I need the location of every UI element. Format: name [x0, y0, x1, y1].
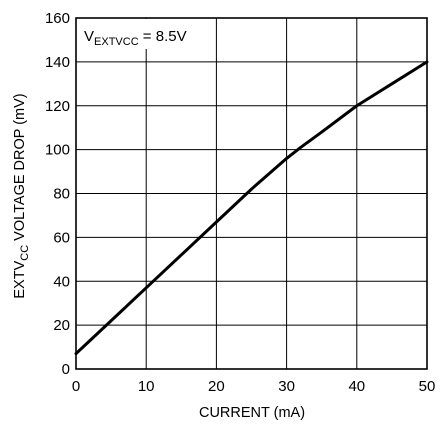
- x-tick-label: 20: [208, 378, 225, 395]
- x-tick-label: 30: [278, 378, 295, 395]
- annotation-subscript: EXTVCC: [94, 36, 139, 48]
- y-tick-labels: 0 20 40 60 80 100 120 140 160: [45, 10, 70, 378]
- y-tick-label: 40: [53, 273, 70, 290]
- x-axis-title: CURRENT (mA): [199, 405, 305, 421]
- x-tick-label: 40: [348, 378, 365, 395]
- x-tick-label: 50: [419, 378, 436, 395]
- y-axis-title-subscript: CC: [19, 245, 31, 261]
- x-tick-label: 0: [72, 378, 80, 395]
- annotation-main: V: [84, 28, 94, 45]
- y-tick-label: 160: [45, 10, 70, 27]
- annotation-rest: = 8.5V: [139, 28, 187, 45]
- y-tick-label: 80: [53, 186, 70, 203]
- x-tick-label: 10: [138, 378, 155, 395]
- y-tick-label: 60: [53, 229, 70, 246]
- annotation-background: [79, 19, 209, 49]
- x-tick-labels: 0 10 20 30 40 50: [72, 378, 436, 395]
- y-axis-title-rest: VOLTAGE DROP (mV): [12, 93, 28, 244]
- y-tick-label: 120: [45, 98, 70, 115]
- series-group: [74, 60, 429, 356]
- series-line-0: [74, 60, 429, 356]
- y-tick-label: 140: [45, 54, 70, 71]
- y-tick-label: 100: [45, 142, 70, 159]
- plot-frame: [75, 17, 428, 370]
- y-axis-title: EXTVCC VOLTAGE DROP (mV): [12, 93, 31, 298]
- annotation: VEXTVCC = 8.5V: [84, 28, 187, 48]
- y-axis-title-main: EXTV: [12, 260, 28, 298]
- y-tick-label: 20: [53, 317, 70, 334]
- plot-border: [75, 17, 428, 370]
- grid-lines: [76, 18, 427, 369]
- y-tick-label: 0: [62, 361, 70, 378]
